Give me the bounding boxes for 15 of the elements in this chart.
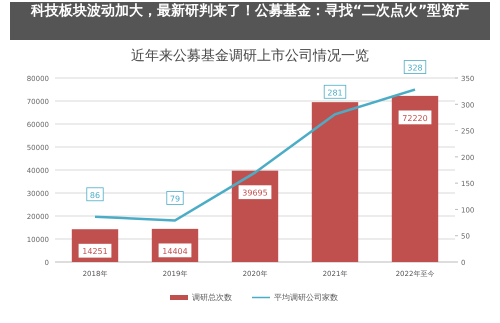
data-label: 72220	[402, 114, 428, 123]
data-label: 328	[407, 64, 423, 73]
annotation: 科技板块波动加大，最新研判来了！公募基金：寻找“二次点火”型资产	[10, 2, 490, 40]
data-label: 79	[170, 194, 180, 204]
bar	[312, 102, 358, 262]
data-label: 281	[327, 88, 343, 98]
legend-label: 平均调研公司家数	[274, 293, 338, 302]
chart-title: 近年来公募基金调研上市公司情况一览	[131, 48, 369, 64]
data-label: 86	[90, 190, 100, 200]
data-label: 14251	[82, 247, 108, 256]
bar	[232, 170, 278, 262]
data-label: 14404	[162, 246, 188, 256]
bar	[392, 96, 438, 262]
data-label: 39695	[242, 188, 268, 198]
legend-label: 调研总次数	[192, 293, 232, 302]
